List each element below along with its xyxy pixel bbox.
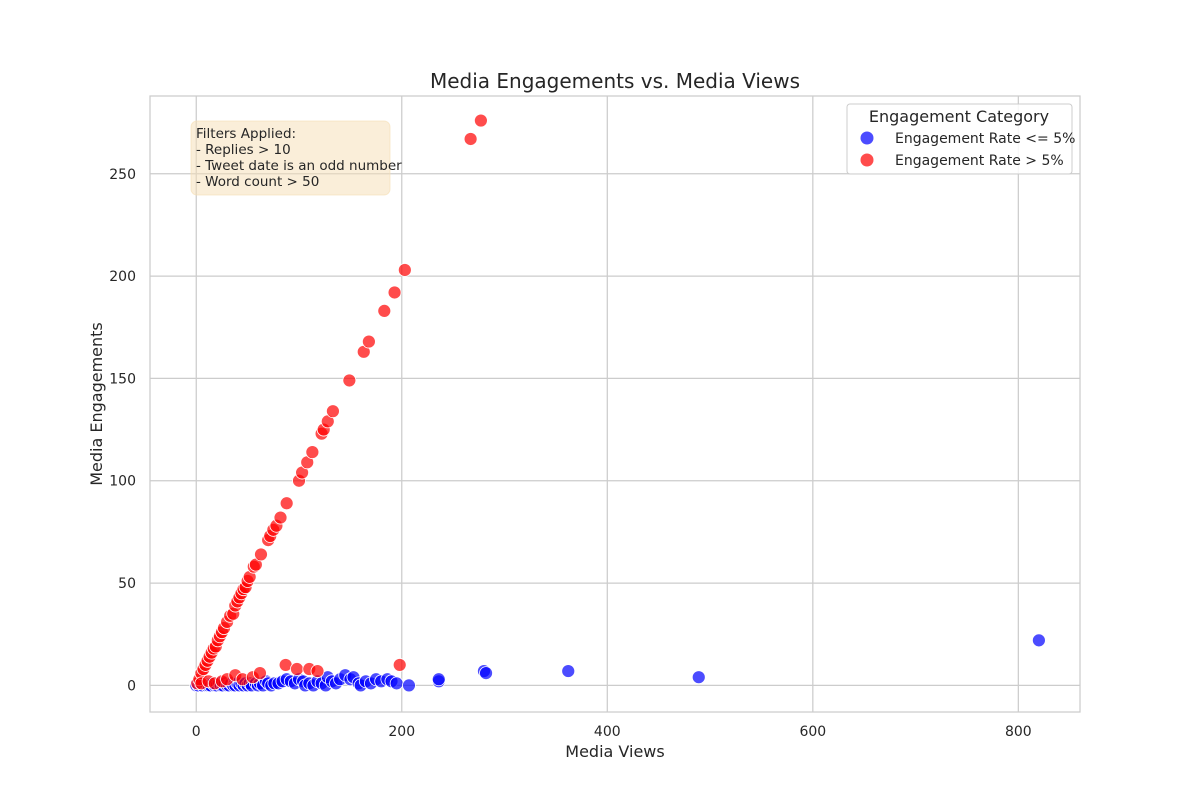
x-tick-label: 600 [799, 724, 826, 740]
data-point [342, 373, 357, 388]
y-tick-label: 250 [109, 167, 136, 183]
legend-frame [846, 103, 1073, 175]
chart-title: Media Engagements vs. Media Views [430, 69, 800, 93]
y-tick-label: 200 [109, 269, 136, 285]
legend-label-low-engagement: Engagement Rate <= 5% [895, 131, 1075, 147]
x-axis-label: Media Views [565, 742, 664, 761]
legend: Engagement Category Engagement Rate <= 5… [846, 103, 1075, 175]
plot-area-frame [149, 95, 1081, 713]
data-point [397, 263, 412, 277]
data-point [254, 547, 268, 562]
annotation-line-3: - Tweet date is an odd number [196, 158, 402, 174]
data-point [305, 445, 320, 459]
legend-marker-high-engagement [860, 153, 874, 167]
legend-label-high-engagement: Engagement Rate > 5% [895, 153, 1064, 169]
data-point [253, 666, 267, 681]
data-point [389, 676, 404, 691]
data-point [473, 113, 488, 128]
data-point [290, 662, 304, 676]
y-axis-label: Media Engagements [87, 322, 106, 486]
filters-annotation-box: Filters Applied: - Replies > 10 - Tweet … [190, 120, 402, 196]
data-point [431, 672, 446, 687]
series-high-engagement [190, 113, 488, 691]
y-tick-label: 100 [109, 474, 136, 490]
x-tick-label: 0 [192, 724, 201, 740]
data-point [463, 132, 478, 146]
legend-title: Engagement Category [869, 107, 1049, 126]
data-points [189, 113, 1046, 693]
y-tick-label: 0 [127, 678, 136, 694]
data-point [402, 678, 416, 693]
x-tick-label: 200 [388, 724, 415, 740]
annotation-line-1: Filters Applied: [196, 126, 296, 142]
data-point [377, 303, 392, 318]
annotation-line-2: - Replies > 10 [196, 142, 291, 158]
x-tick-label: 800 [1005, 724, 1032, 740]
x-tick-label: 400 [594, 724, 621, 740]
data-point [326, 404, 340, 419]
annotation-line-4: - Word count > 50 [196, 174, 319, 190]
y-tick-label: 150 [109, 371, 136, 387]
y-tick-label: 50 [118, 576, 136, 592]
data-point [691, 670, 706, 685]
tick-labels: 0 200 400 600 800 0 50 100 150 200 250 [109, 167, 1031, 740]
legend-marker-low-engagement [860, 131, 874, 145]
data-point [479, 666, 493, 681]
data-point [387, 285, 402, 300]
data-point [273, 510, 288, 525]
data-point [561, 664, 576, 678]
data-point [392, 658, 407, 672]
data-point [361, 334, 376, 349]
data-point [1031, 633, 1046, 648]
data-point [310, 664, 325, 678]
data-point [279, 496, 294, 511]
annotation-background [190, 120, 391, 196]
